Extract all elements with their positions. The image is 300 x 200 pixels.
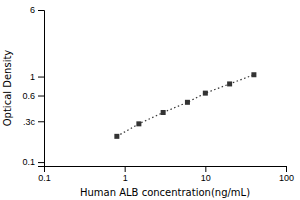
tick-mark bbox=[205, 166, 206, 172]
tick-label: 0.1 bbox=[22, 157, 35, 167]
x-axis-title: Human ALB concentration(ng/mL) bbox=[80, 187, 250, 198]
tick-mark bbox=[38, 77, 44, 78]
tick: .3c bbox=[23, 117, 44, 127]
chart: 0.1 1 10 100 0.1 .3c 0.6 1 6 Human ALB concentrat… bbox=[0, 0, 300, 200]
tick: 0.1 bbox=[38, 166, 51, 183]
marker bbox=[114, 134, 119, 139]
x-axis-line bbox=[45, 167, 287, 173]
tick-label: 1 bbox=[123, 173, 128, 183]
marker bbox=[161, 110, 166, 115]
tick-label: .3c bbox=[23, 117, 36, 127]
marker bbox=[251, 72, 256, 77]
plot-area: 0.1 1 10 100 0.1 .3c 0.6 1 6 bbox=[22, 5, 294, 183]
tick-label: 0.1 bbox=[38, 173, 51, 183]
tick-label: 10 bbox=[201, 173, 211, 183]
tick: 1 bbox=[123, 166, 128, 183]
marker bbox=[185, 100, 190, 105]
y-axis-line bbox=[38, 11, 45, 167]
marker bbox=[136, 121, 141, 126]
tick: 0.6 bbox=[22, 91, 44, 101]
marker bbox=[203, 91, 208, 96]
tick-label: 0.6 bbox=[22, 91, 35, 101]
tick-mark bbox=[38, 121, 44, 122]
tick-label: 100 bbox=[279, 173, 294, 183]
tick: 100 bbox=[279, 166, 294, 183]
tick-mark bbox=[38, 10, 44, 11]
tick-mark bbox=[38, 162, 44, 163]
tick: 6 bbox=[30, 5, 44, 15]
tick-mark bbox=[286, 166, 287, 172]
tick: 10 bbox=[201, 166, 211, 183]
marker bbox=[227, 81, 232, 86]
tick-mark bbox=[38, 96, 44, 97]
line bbox=[117, 75, 254, 137]
y-axis: 0.1 .3c 0.6 1 6 bbox=[22, 5, 44, 167]
series bbox=[114, 72, 256, 139]
tick: 1 bbox=[30, 72, 44, 82]
x-axis: 0.1 1 10 100 bbox=[38, 166, 294, 183]
tick: 0.1 bbox=[22, 157, 44, 167]
tick-label: 1 bbox=[30, 72, 35, 82]
tick-label: 6 bbox=[30, 5, 35, 15]
y-axis-title: Optical Density bbox=[2, 50, 13, 127]
tick-mark bbox=[125, 166, 126, 172]
